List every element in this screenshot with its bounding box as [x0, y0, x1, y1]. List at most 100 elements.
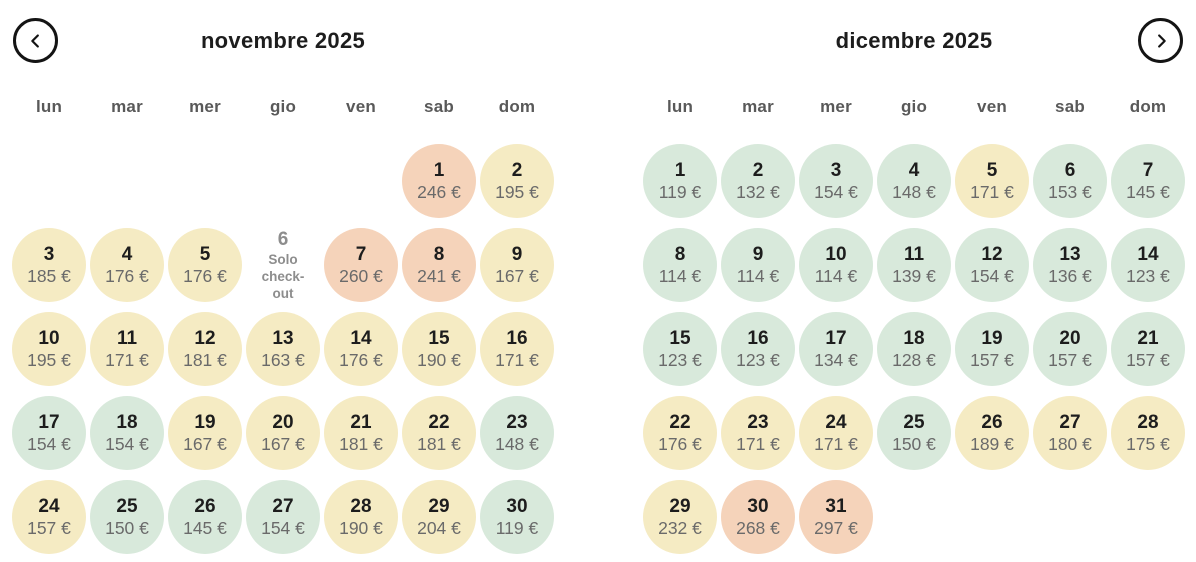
day-price-circle: 16 171 € [480, 312, 554, 386]
day-number: 22 [428, 411, 450, 433]
day-cell[interactable]: 11 139 € [875, 223, 953, 307]
day-cell[interactable]: 31 297 € [797, 475, 875, 559]
day-number: 16 [506, 327, 528, 349]
day-price: 114 € [736, 265, 780, 286]
day-price: 176 € [658, 433, 702, 454]
day-cell[interactable]: 16 123 € [719, 307, 797, 391]
day-cell[interactable]: 22 176 € [641, 391, 719, 475]
day-cell[interactable]: 17 154 € [10, 391, 88, 475]
day-cell[interactable]: 19 157 € [953, 307, 1031, 391]
day-price: 181 € [183, 349, 227, 370]
day-cell[interactable]: 10 114 € [797, 223, 875, 307]
day-cell[interactable]: 28 175 € [1109, 391, 1187, 475]
day-cell[interactable]: 6 Solo check-out [244, 223, 322, 307]
day-cell[interactable]: 18 154 € [88, 391, 166, 475]
day-cell[interactable]: 15 190 € [400, 307, 478, 391]
weekday-label: lun [666, 97, 694, 116]
day-price-circle: 27 154 € [246, 480, 320, 554]
day-price-circle: 6 153 € [1033, 144, 1107, 218]
day-cell[interactable]: 3 154 € [797, 139, 875, 223]
day-cell[interactable]: 2 195 € [478, 139, 556, 223]
day-cell[interactable]: 3 185 € [10, 223, 88, 307]
day-cell[interactable]: 22 181 € [400, 391, 478, 475]
weekday-label: dom [1129, 97, 1167, 116]
day-price-circle: 29 232 € [643, 480, 717, 554]
day-cell[interactable]: 29 232 € [641, 475, 719, 559]
day-cell[interactable]: 9 167 € [478, 223, 556, 307]
day-price-circle: 3 154 € [799, 144, 873, 218]
day-number: 4 [121, 243, 133, 265]
day-cell[interactable]: 24 157 € [10, 475, 88, 559]
day-cell[interactable]: 25 150 € [88, 475, 166, 559]
day-cell[interactable]: 30 119 € [478, 475, 556, 559]
day-cell[interactable]: 11 171 € [88, 307, 166, 391]
day-cell[interactable]: 17 134 € [797, 307, 875, 391]
day-cell[interactable]: 20 157 € [1031, 307, 1109, 391]
day-cell[interactable]: 25 150 € [875, 391, 953, 475]
day-cell[interactable]: 30 268 € [719, 475, 797, 559]
day-cell[interactable]: 23 148 € [478, 391, 556, 475]
day-cell[interactable]: 13 136 € [1031, 223, 1109, 307]
day-price: 181 € [339, 433, 383, 454]
day-price-circle: 24 171 € [799, 396, 873, 470]
day-cell[interactable]: 2 132 € [719, 139, 797, 223]
day-price-circle: 7 260 € [324, 228, 398, 302]
day-number: 7 [1142, 159, 1154, 181]
day-price-circle: 24 157 € [12, 480, 86, 554]
day-cell[interactable]: 27 154 € [244, 475, 322, 559]
day-cell[interactable]: 5 176 € [166, 223, 244, 307]
day-cell[interactable]: 6 153 € [1031, 139, 1109, 223]
day-cell[interactable]: 8 241 € [400, 223, 478, 307]
day-price-circle: 17 154 € [12, 396, 86, 470]
day-cell[interactable]: 4 176 € [88, 223, 166, 307]
day-cell[interactable]: 14 176 € [322, 307, 400, 391]
day-cell[interactable]: 20 167 € [244, 391, 322, 475]
empty-cell [88, 139, 166, 223]
day-cell[interactable]: 9 114 € [719, 223, 797, 307]
weekday-row: lun mar mer gio ven sab dom [10, 96, 556, 118]
day-cell[interactable]: 5 171 € [953, 139, 1031, 223]
day-price: 204 € [417, 517, 461, 538]
day-price-circle: 21 157 € [1111, 312, 1185, 386]
month-title: dicembre 2025 [835, 28, 993, 53]
day-cell[interactable]: 7 145 € [1109, 139, 1187, 223]
day-price-circle: 18 128 € [877, 312, 951, 386]
day-price-circle: 8 241 € [402, 228, 476, 302]
day-price: 241 € [417, 265, 461, 286]
day-price-circle: 7 145 € [1111, 144, 1185, 218]
prev-month-button[interactable] [13, 18, 58, 63]
day-cell[interactable]: 18 128 € [875, 307, 953, 391]
day-cell[interactable]: 1 119 € [641, 139, 719, 223]
day-number: 25 [903, 411, 925, 433]
day-cell[interactable]: 1 246 € [400, 139, 478, 223]
day-cell[interactable]: 4 148 € [875, 139, 953, 223]
day-cell[interactable]: 19 167 € [166, 391, 244, 475]
day-cell[interactable]: 24 171 € [797, 391, 875, 475]
day-cell[interactable]: 7 260 € [322, 223, 400, 307]
day-cell[interactable]: 10 195 € [10, 307, 88, 391]
day-cell[interactable]: 8 114 € [641, 223, 719, 307]
day-cell[interactable]: 14 123 € [1109, 223, 1187, 307]
day-cell[interactable]: 21 157 € [1109, 307, 1187, 391]
day-price-circle: 20 157 € [1033, 312, 1107, 386]
next-month-button[interactable] [1138, 18, 1183, 63]
day-price-circle: 12 154 € [955, 228, 1029, 302]
day-cell[interactable]: 12 181 € [166, 307, 244, 391]
day-price: 171 € [495, 349, 539, 370]
day-cell[interactable]: 13 163 € [244, 307, 322, 391]
day-price: 190 € [417, 349, 461, 370]
day-cell[interactable]: 28 190 € [322, 475, 400, 559]
day-price: 246 € [417, 181, 461, 202]
day-price-circle: 19 157 € [955, 312, 1029, 386]
day-cell[interactable]: 26 189 € [953, 391, 1031, 475]
day-cell[interactable]: 29 204 € [400, 475, 478, 559]
day-cell[interactable]: 26 145 € [166, 475, 244, 559]
day-number: 24 [38, 495, 60, 517]
day-cell[interactable]: 16 171 € [478, 307, 556, 391]
day-cell[interactable]: 12 154 € [953, 223, 1031, 307]
day-price-circle: 31 297 € [799, 480, 873, 554]
day-cell[interactable]: 23 171 € [719, 391, 797, 475]
day-cell[interactable]: 27 180 € [1031, 391, 1109, 475]
day-cell[interactable]: 21 181 € [322, 391, 400, 475]
day-cell[interactable]: 15 123 € [641, 307, 719, 391]
